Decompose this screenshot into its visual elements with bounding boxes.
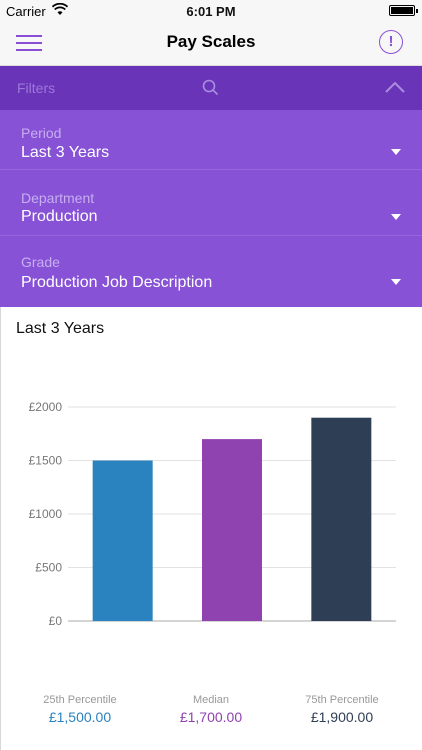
department-label: Department bbox=[21, 190, 95, 206]
percentile-25-value: £1,500.00 bbox=[48, 709, 112, 725]
y-tick-label: £1000 bbox=[29, 507, 63, 521]
bar-25th-percentile[interactable] bbox=[92, 460, 153, 622]
chevron-down-icon bbox=[391, 214, 401, 220]
percentile-75: 75th Percentile £1,900.00 bbox=[282, 694, 402, 725]
chevron-down-icon bbox=[391, 279, 401, 285]
chevron-up-icon[interactable] bbox=[385, 81, 405, 93]
department-value: Production bbox=[21, 208, 98, 225]
chart-title: Last 3 Years bbox=[16, 320, 105, 337]
menu-icon[interactable] bbox=[16, 33, 42, 53]
department-filter[interactable]: Department Production bbox=[0, 176, 422, 236]
bar-median[interactable] bbox=[202, 439, 262, 621]
y-tick-label: £0 bbox=[49, 614, 63, 628]
battery-icon bbox=[389, 5, 418, 16]
carrier-label: Carrier bbox=[6, 4, 46, 19]
filter-bar[interactable]: Filters bbox=[0, 66, 422, 110]
grade-filter[interactable]: Grade Production Job Description bbox=[0, 241, 422, 301]
bar-75th-percentile[interactable] bbox=[311, 417, 372, 621]
clock: 6:01 PM bbox=[186, 4, 236, 19]
median: Median £1,700.00 bbox=[151, 694, 271, 725]
median-label: Median bbox=[192, 694, 230, 706]
alert-icon[interactable]: ! bbox=[379, 30, 403, 54]
search-icon[interactable] bbox=[202, 79, 219, 96]
chevron-down-icon bbox=[391, 149, 401, 155]
pay-chart: £0 £500 £1000 £1500 £2000 bbox=[0, 395, 422, 635]
percentile-75-value: £1,900.00 bbox=[310, 709, 374, 725]
y-tick-label: £500 bbox=[35, 561, 62, 575]
grade-value: Production Job Description bbox=[21, 274, 213, 291]
status-bar: Carrier 6:01 PM bbox=[0, 0, 422, 22]
percentile-25: 25th Percentile £1,500.00 bbox=[20, 694, 140, 725]
percentile-75-label: 75th Percentile bbox=[305, 694, 379, 706]
page-title: Pay Scales bbox=[166, 32, 256, 51]
filters-panel: Period Last 3 Years Department Productio… bbox=[0, 110, 422, 307]
filters-label: Filters bbox=[17, 80, 56, 96]
bar-chart: £0 £500 £1000 £1500 £2000 bbox=[29, 400, 396, 628]
period-label: Period bbox=[21, 125, 62, 141]
left-edge bbox=[0, 307, 1, 750]
grade-label: Grade bbox=[21, 254, 60, 270]
nav-bar: Pay Scales ! bbox=[0, 22, 422, 66]
wifi-icon bbox=[52, 3, 68, 15]
median-value: £1,700.00 bbox=[179, 709, 243, 725]
period-filter[interactable]: Period Last 3 Years bbox=[0, 110, 422, 170]
period-value: Last 3 Years bbox=[21, 144, 110, 161]
percentile-labels: 25th Percentile £1,500.00 Median £1,700.… bbox=[0, 694, 422, 734]
y-tick-label: £1500 bbox=[29, 454, 63, 468]
percentile-25-label: 25th Percentile bbox=[43, 694, 117, 706]
y-tick-label: £2000 bbox=[29, 400, 63, 414]
